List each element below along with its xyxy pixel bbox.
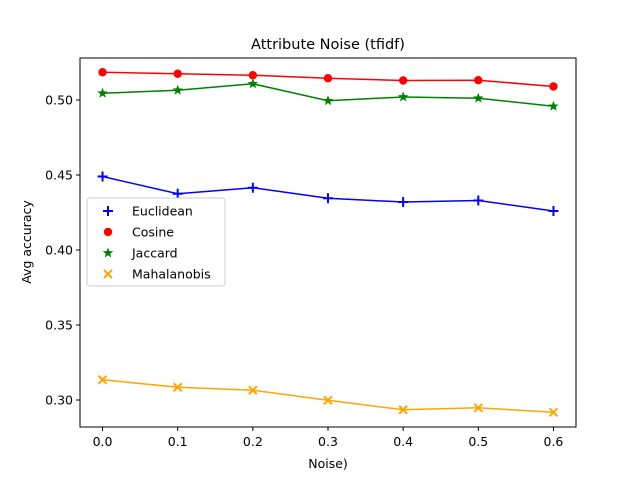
- data-point-mahalanobis: [97, 375, 108, 385]
- data-point-mahalanobis: [473, 403, 484, 413]
- legend-marker-euclidean: [103, 206, 113, 216]
- data-point-jaccard: [322, 95, 334, 106]
- data-point-mahalanobis: [398, 405, 408, 415]
- y-tick-label: 0.50: [45, 93, 73, 108]
- data-point-euclidean: [247, 182, 258, 193]
- series-mahalanobis: [97, 375, 559, 418]
- data-point-cosine: [248, 71, 258, 80]
- legend-label-jaccard: Jaccard: [131, 246, 178, 261]
- data-point-cosine: [398, 76, 408, 85]
- data-point-euclidean: [172, 188, 183, 199]
- legend-marker-cosine: [103, 227, 113, 237]
- data-point-euclidean: [323, 193, 333, 204]
- legend-marker-jaccard: [102, 247, 114, 258]
- data-point-jaccard: [548, 100, 559, 111]
- x-tick-label: 0.2: [243, 434, 263, 449]
- data-point-euclidean: [473, 195, 484, 206]
- data-point-jaccard: [247, 78, 259, 89]
- data-point-jaccard: [172, 84, 183, 95]
- data-point-mahalanobis: [248, 385, 258, 395]
- x-axis-label: Noise): [308, 456, 348, 471]
- legend-marker-mahalanobis: [103, 269, 113, 279]
- data-point-mahalanobis: [323, 395, 333, 406]
- y-axis-label: Avg accuracy: [19, 200, 34, 284]
- data-point-euclidean: [97, 171, 108, 182]
- series-line-mahalanobis: [102, 379, 554, 414]
- x-tick-label: 0.4: [393, 434, 413, 449]
- y-axis-ticks: 0.30 0.35 0.40 0.45 0.50: [45, 93, 80, 408]
- legend-item-cosine: Cosine: [103, 225, 174, 240]
- data-point-cosine: [323, 74, 333, 83]
- data-point-jaccard: [473, 92, 484, 103]
- x-tick-label: 0.6: [544, 434, 564, 449]
- plot-area: [97, 68, 559, 418]
- data-point-mahalanobis: [548, 407, 559, 418]
- series-jaccard: [97, 78, 559, 111]
- data-point-euclidean: [548, 206, 559, 216]
- data-point-cosine: [474, 76, 483, 85]
- legend-label-euclidean: Euclidean: [132, 204, 193, 219]
- data-point-jaccard: [397, 91, 409, 102]
- x-tick-label: 0.0: [93, 434, 113, 449]
- x-tick-label: 0.3: [318, 434, 338, 449]
- data-point-cosine: [173, 69, 182, 78]
- data-point-mahalanobis: [172, 382, 183, 392]
- series-cosine: [98, 68, 558, 91]
- chart-title: Attribute Noise (tfidf): [251, 37, 405, 53]
- y-tick-label: 0.40: [45, 243, 73, 258]
- y-tick-label: 0.30: [45, 393, 73, 408]
- legend-label-mahalanobis: Mahalanobis: [132, 267, 211, 282]
- y-tick-label: 0.35: [45, 318, 73, 333]
- data-point-cosine: [549, 82, 558, 91]
- legend-item-euclidean: Euclidean: [103, 204, 193, 219]
- data-point-euclidean: [398, 197, 409, 207]
- legend-label-cosine: Cosine: [132, 225, 174, 240]
- legend: Euclidean Cosine Jaccard Mahalanobis: [86, 197, 226, 287]
- data-point-cosine: [98, 68, 107, 77]
- legend-item-mahalanobis: Mahalanobis: [103, 267, 211, 282]
- data-point-jaccard: [97, 87, 108, 98]
- x-axis-ticks: 0.0 0.1 0.2 0.3 0.4 0.5 0.6: [93, 427, 564, 449]
- legend-box: [86, 197, 226, 287]
- x-tick-label: 0.1: [168, 434, 188, 449]
- series-euclidean: [97, 171, 559, 216]
- x-tick-label: 0.5: [468, 434, 488, 449]
- legend-item-jaccard: Jaccard: [102, 246, 178, 261]
- y-tick-label: 0.45: [45, 168, 73, 183]
